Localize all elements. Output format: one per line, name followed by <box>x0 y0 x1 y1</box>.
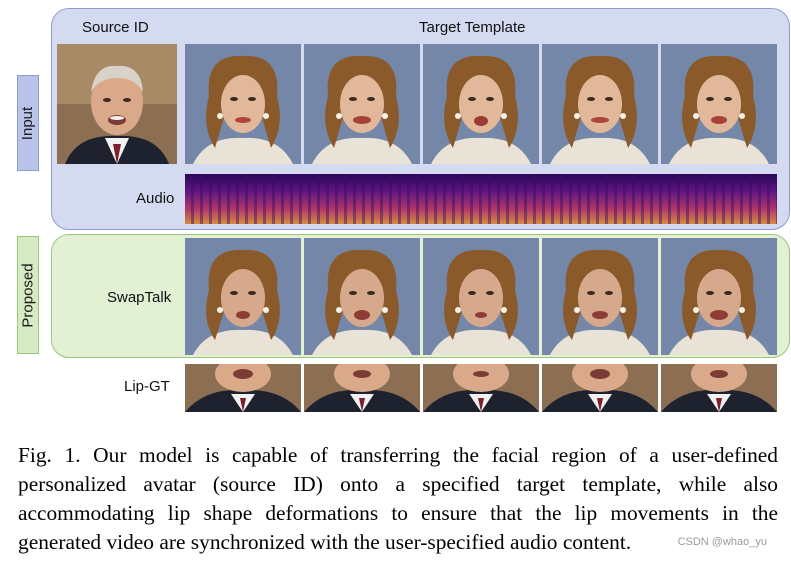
input-group-tag: Input <box>17 75 39 171</box>
lip-gt-frame <box>542 364 658 412</box>
figure-caption: Fig. 1. Our model is capable of transfer… <box>18 443 778 554</box>
target-frame <box>542 44 658 164</box>
swaptalk-frame <box>542 238 658 355</box>
swaptalk-frame <box>661 238 777 355</box>
target-frame <box>304 44 420 164</box>
input-group-label: Input <box>19 106 37 140</box>
lip-gt-label: Lip-GT <box>124 378 170 395</box>
target-frame <box>661 44 777 164</box>
audio-spectrogram <box>185 174 777 224</box>
lip-gt-frame <box>185 364 301 412</box>
audio-label: Audio <box>136 190 175 207</box>
lip-gt-frame <box>304 364 420 412</box>
source-id-image <box>57 44 177 164</box>
swaptalk-frame <box>185 238 301 355</box>
lip-gt-frame <box>661 364 777 412</box>
target-frame <box>185 44 301 164</box>
swaptalk-frame <box>423 238 539 355</box>
lip-gt-frame <box>423 364 539 412</box>
source-id-header: Source ID <box>82 19 149 36</box>
target-template-header: Target Template <box>419 19 526 36</box>
watermark: CSDN @whao_yu <box>677 536 767 548</box>
proposed-group-label: Proposed <box>19 262 37 328</box>
proposed-group-tag: Proposed <box>17 236 39 354</box>
target-frame <box>423 44 539 164</box>
swaptalk-label: SwapTalk <box>107 289 172 306</box>
swaptalk-frame <box>304 238 420 355</box>
